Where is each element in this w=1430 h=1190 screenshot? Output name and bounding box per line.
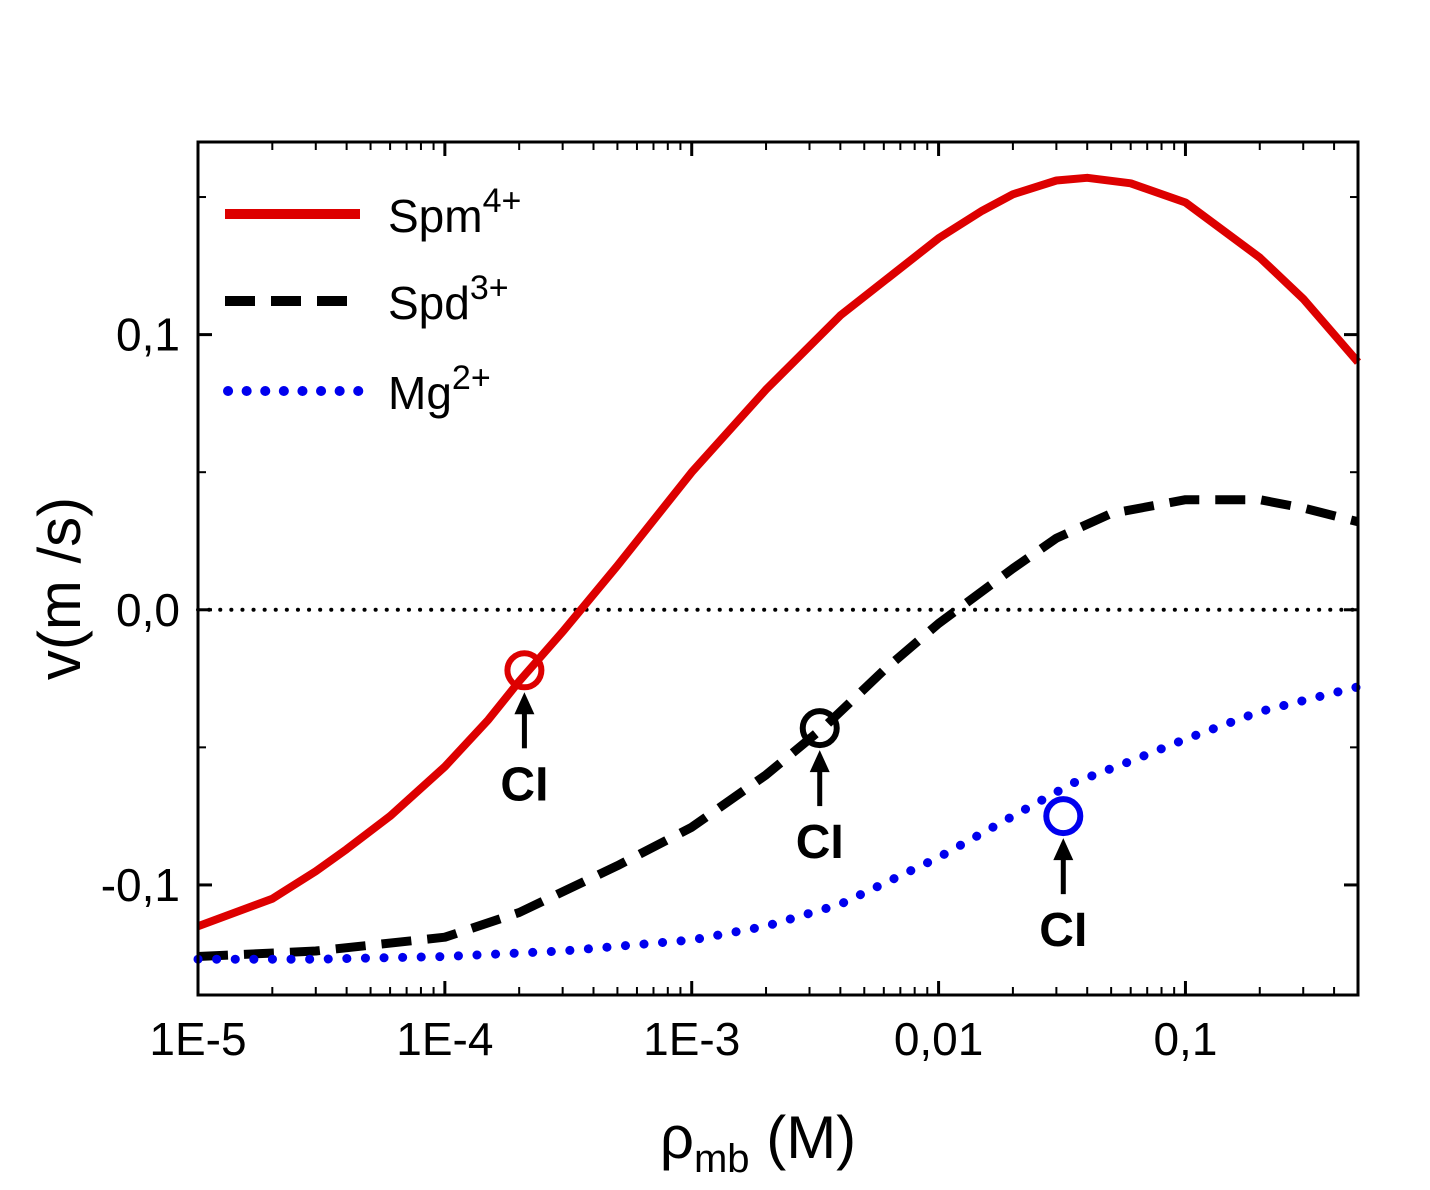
x-tick-label: 1E-5 <box>149 1013 246 1065</box>
annotation-layer: CI CI CI <box>500 650 1087 957</box>
x-tick-label: 0,1 <box>1153 1013 1217 1065</box>
y-tick-label: 0,1 <box>116 309 180 361</box>
x-tick-label: 0,01 <box>894 1013 984 1065</box>
series-line-spm <box>196 173 1362 930</box>
x-axis-title-subscript: mb <box>694 1137 750 1181</box>
series-line-mg <box>193 682 1363 964</box>
ci-marker <box>799 708 840 749</box>
legend-label-mg: Mg2+ <box>388 359 491 419</box>
ci-arrow-head <box>514 692 535 715</box>
ci-label: CI <box>500 758 548 811</box>
ci-arrow-head <box>809 750 830 773</box>
legend-label-spm: Spm4+ <box>388 182 521 242</box>
ci-label: CI <box>796 816 844 869</box>
x-axis-title: ρmb (M) <box>660 1104 856 1181</box>
x-axis-title-symbol: ρ <box>660 1104 694 1171</box>
legend: Spm4+ Spd3+ Mg2+ <box>223 182 521 419</box>
ci-label: CI <box>1039 904 1087 957</box>
x-axis-title-unit: (M) <box>750 1104 857 1171</box>
ci-marker <box>1043 796 1084 837</box>
plot-frame <box>196 140 1360 997</box>
series-line-spd <box>197 495 1360 961</box>
legend-label-spd: Spd3+ <box>388 269 509 329</box>
y-tick-label: 0,0 <box>116 584 180 636</box>
y-axis-title: v(m /s) <box>26 497 93 680</box>
ci-marker <box>504 650 545 691</box>
x-tick-label: 1E-3 <box>643 1013 740 1065</box>
series-layer <box>193 173 1363 964</box>
ci-arrow-head <box>1053 838 1074 861</box>
axis-ticks <box>196 142 1358 995</box>
y-tick-label: -0,1 <box>101 859 180 911</box>
x-tick-label: 1E-4 <box>396 1013 493 1065</box>
axis-tick-labels: 1E-5 1E-4 1E-3 0,01 0,1 -0,1 0,0 0,1 <box>101 309 1218 1065</box>
